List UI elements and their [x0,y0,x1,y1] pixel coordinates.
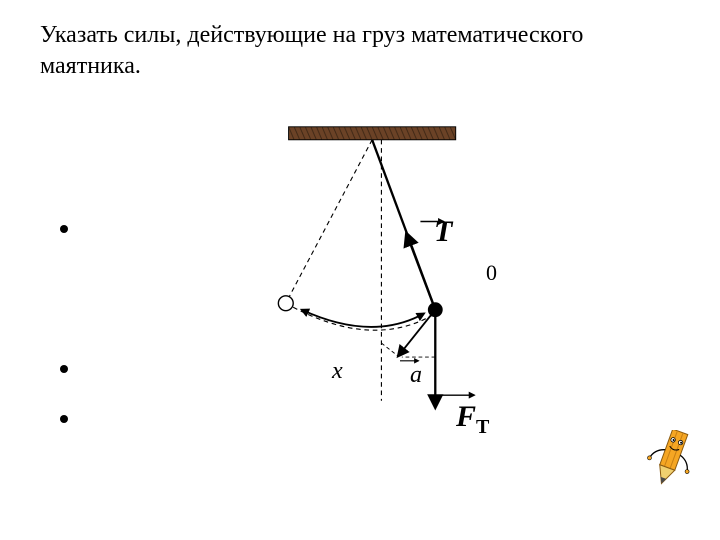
pencil-svg [640,430,700,495]
label-x: x [332,358,343,385]
pencil-icon [640,430,700,490]
pendulum-diagram: T 0 x a FТ [270,110,520,430]
label-gravity-sub: Т [476,416,489,438]
bullet-3 [60,415,68,423]
page-title: Указать силы, действующие на груз матема… [40,20,680,82]
left-string-dashed [286,140,372,303]
tension-vector [407,234,436,310]
label-gravity: FТ [456,400,489,439]
bullet-2 [60,365,68,373]
label-tension: T [434,215,452,249]
label-zero: 0 [486,260,497,286]
bullet-1 [60,225,68,233]
construction-a-dash [381,343,398,356]
direction-arc [302,310,425,327]
label-gravity-F: F [456,400,476,433]
bob-left-empty [278,296,293,311]
ceiling-bar [289,127,456,140]
label-a: a [410,362,422,389]
